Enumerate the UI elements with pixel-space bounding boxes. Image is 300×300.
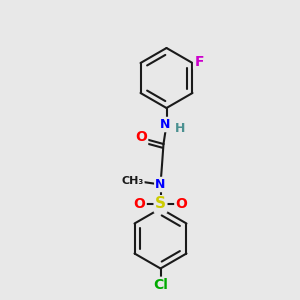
Text: N: N <box>160 118 170 131</box>
Text: H: H <box>175 122 185 135</box>
Text: S: S <box>155 196 166 211</box>
Text: N: N <box>155 178 166 191</box>
Text: F: F <box>194 55 204 68</box>
Text: O: O <box>135 130 147 144</box>
Text: O: O <box>134 197 146 211</box>
Text: Cl: Cl <box>153 278 168 292</box>
Text: O: O <box>176 197 188 211</box>
Text: CH₃: CH₃ <box>122 176 144 187</box>
